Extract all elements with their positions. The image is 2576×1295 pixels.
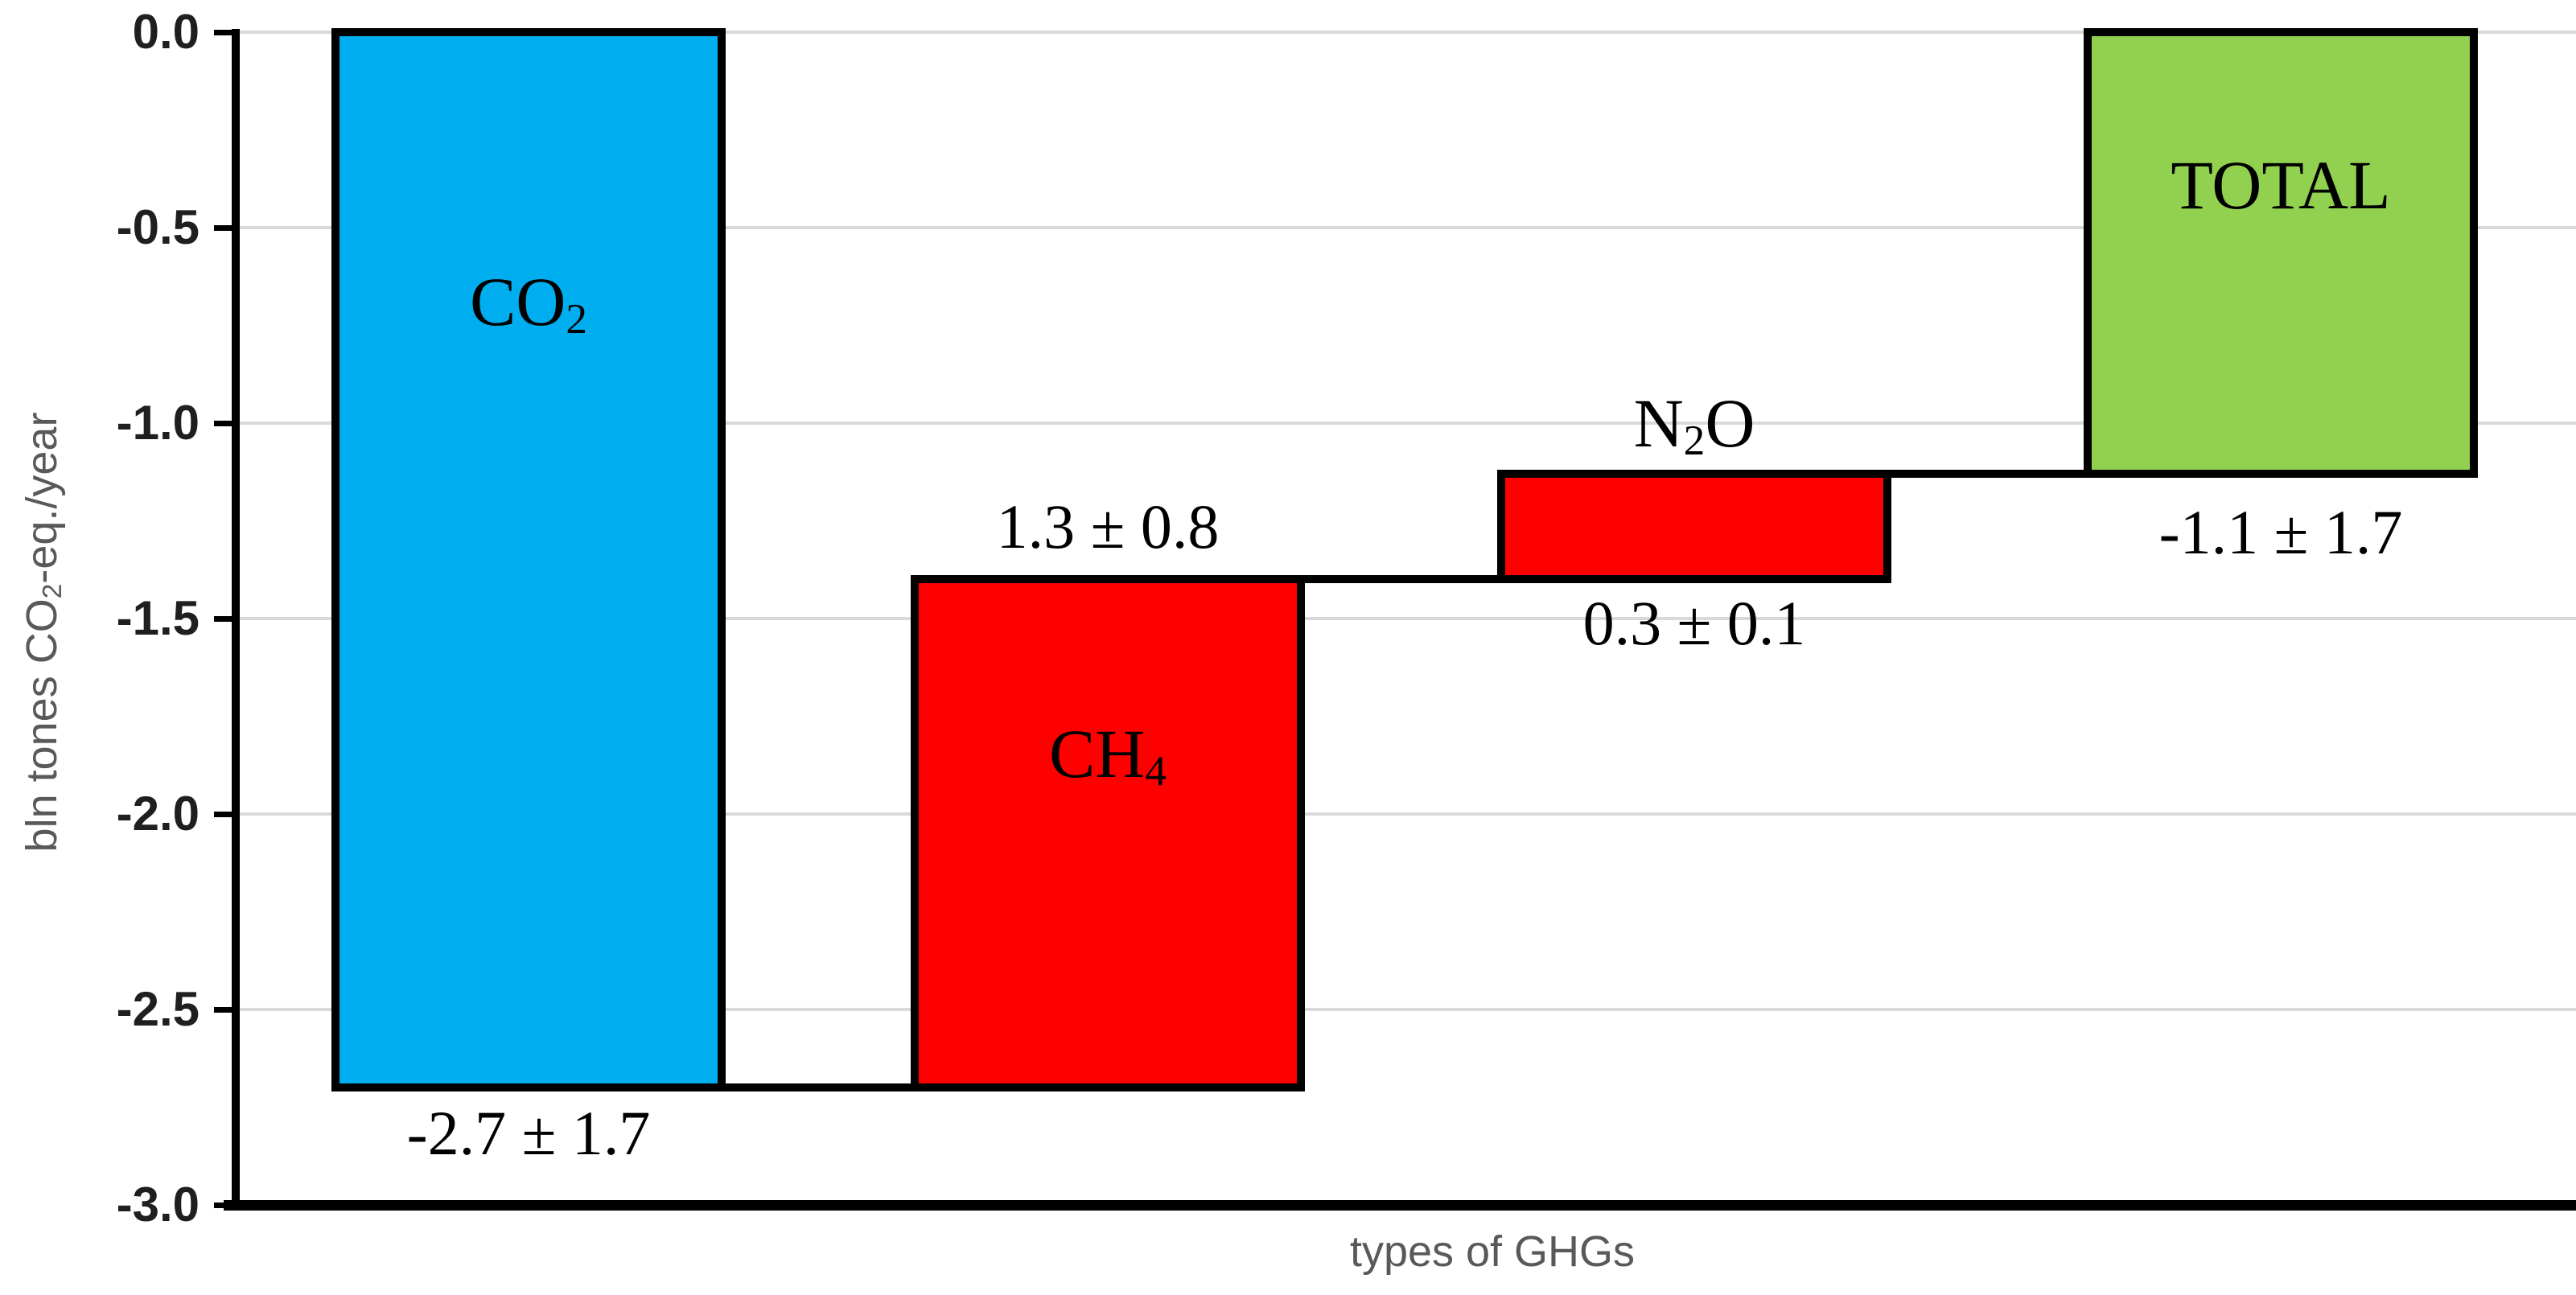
bar-label-text: CH	[1048, 715, 1146, 792]
y-tick-label: -1.5	[116, 591, 200, 645]
bar-co2	[331, 28, 726, 1092]
connector-line	[723, 1083, 913, 1092]
y-tick-label: -2.5	[116, 982, 200, 1036]
bar-total	[2084, 28, 2478, 479]
y-tick-label: -1.0	[116, 396, 200, 450]
bar-label-co2: CO2	[470, 267, 587, 339]
gridline--1.5	[240, 617, 2576, 620]
gridline--1.0	[240, 421, 2576, 425]
bar-label-text: CO	[469, 263, 566, 340]
y-tick-label: -3.0	[116, 1178, 200, 1231]
bar-ch4	[911, 575, 1305, 1092]
y-axis-tick	[214, 616, 240, 622]
y-axis-title-text-tail: -eq./year	[18, 412, 66, 584]
gridline-0.0	[240, 31, 2576, 34]
y-tick-label: -0.5	[116, 200, 200, 254]
bar-label-total: TOTAL	[2171, 150, 2390, 220]
bar-n2o	[1497, 470, 1891, 584]
y-tick-label: 0.0	[132, 5, 200, 59]
gridline--0.5	[240, 226, 2576, 229]
y-axis-tick	[214, 30, 240, 35]
y-axis-tick	[214, 421, 240, 426]
bar-label-subscript: 2	[566, 294, 588, 343]
value-label-total: -1.1 ± 1.7	[2158, 497, 2403, 567]
y-axis-title-subscript: 2	[38, 583, 68, 599]
bar-label-n2o: N2O	[1634, 388, 1755, 461]
bar-label-subscript: 4	[1145, 746, 1167, 795]
gridline--2.5	[240, 1008, 2576, 1011]
value-label-co2: -2.7 ± 1.7	[406, 1098, 651, 1168]
bar-label-subscript: 2	[1683, 415, 1706, 464]
bar-label-text: N	[1633, 384, 1684, 462]
connector-line	[1302, 575, 1500, 584]
y-axis-title-text: bln tones CO	[18, 598, 66, 853]
connector-line	[1889, 470, 2086, 479]
y-axis-title: bln tones CO2-eq./year	[18, 412, 68, 853]
gridline--2.0	[240, 812, 2576, 816]
y-axis-tick	[214, 225, 240, 231]
value-label-n2o: 0.3 ± 0.1	[1582, 588, 1806, 658]
bar-label-ch4: CH4	[1049, 719, 1167, 791]
y-tick-label: -2.0	[116, 787, 200, 841]
value-label-ch4: 1.3 ± 0.8	[996, 491, 1220, 561]
y-axis-line	[232, 29, 240, 1206]
bar-label-text-tail: O	[1705, 384, 1755, 462]
x-axis-title: types of GHGs	[1349, 1227, 1636, 1276]
y-axis-tick	[214, 1007, 240, 1013]
bar-label-text: TOTAL	[2171, 146, 2391, 224]
y-axis-tick	[214, 812, 240, 817]
x-axis-line	[224, 1200, 2576, 1211]
